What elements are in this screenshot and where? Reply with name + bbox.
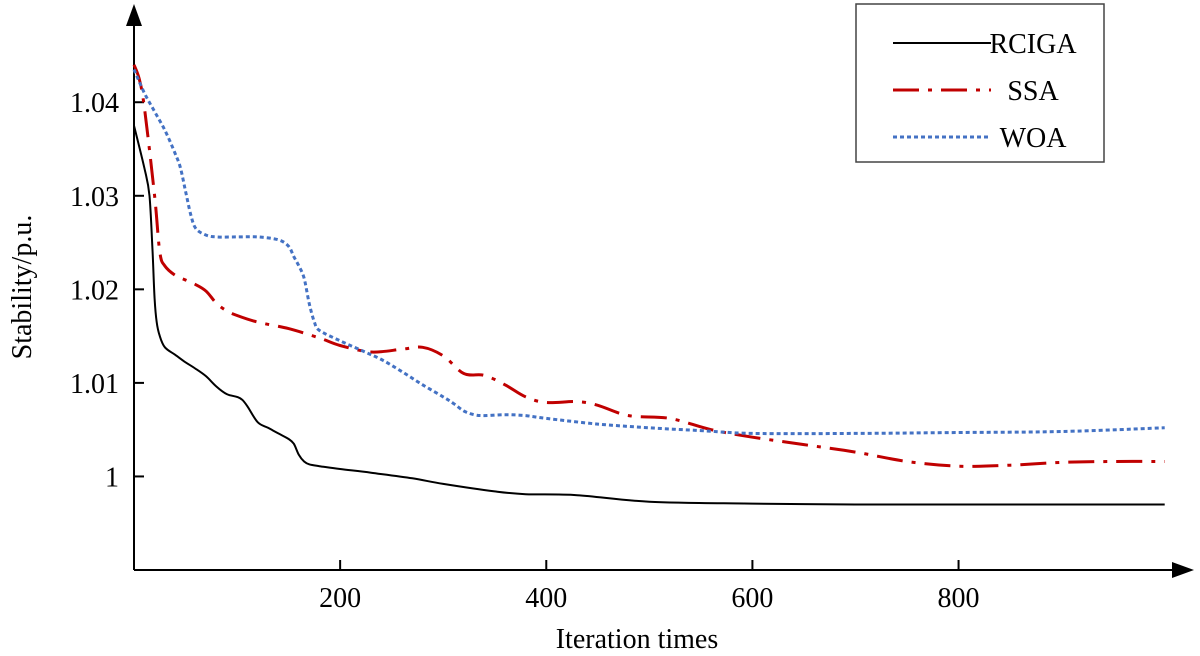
y-axis-arrow [126, 4, 142, 26]
series-lines [132, 64, 1165, 506]
x-ticks: 200 400 600 800 [319, 560, 980, 614]
x-axis-arrow [1172, 562, 1194, 578]
y-axis-label: Stability/p.u. [7, 215, 38, 360]
legend-label: SSA [1007, 76, 1059, 107]
axes [126, 4, 1194, 578]
y-tick-label: 1.03 [70, 182, 119, 213]
y-ticks: 1 1.01 1.02 1.03 1.04 [70, 88, 144, 493]
x-axis-label: Iteration times [556, 624, 719, 655]
y-tick-label: 1 [105, 462, 119, 493]
legend-label: WOA [1000, 123, 1068, 154]
series-line-rciga [133, 125, 1165, 506]
legend-label: RCIGA [989, 29, 1077, 60]
y-tick-label: 1.04 [70, 88, 119, 119]
series-line-ssa [132, 64, 1165, 468]
y-tick-label: 1.01 [70, 369, 119, 400]
x-tick-label: 600 [731, 583, 773, 614]
x-tick-label: 200 [319, 583, 361, 614]
x-tick-label: 800 [938, 583, 980, 614]
series-line-woa [132, 68, 1165, 436]
legend: RCIGA SSA WOA [855, 3, 1105, 163]
y-tick-label: 1.02 [70, 275, 119, 306]
x-tick-label: 400 [525, 583, 567, 614]
